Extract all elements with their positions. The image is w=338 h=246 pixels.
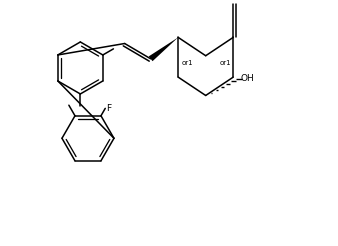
Text: or1: or1 (182, 60, 193, 66)
Text: F: F (106, 104, 112, 113)
Text: or1: or1 (220, 60, 232, 66)
Text: OH: OH (241, 74, 255, 83)
Polygon shape (149, 37, 178, 61)
